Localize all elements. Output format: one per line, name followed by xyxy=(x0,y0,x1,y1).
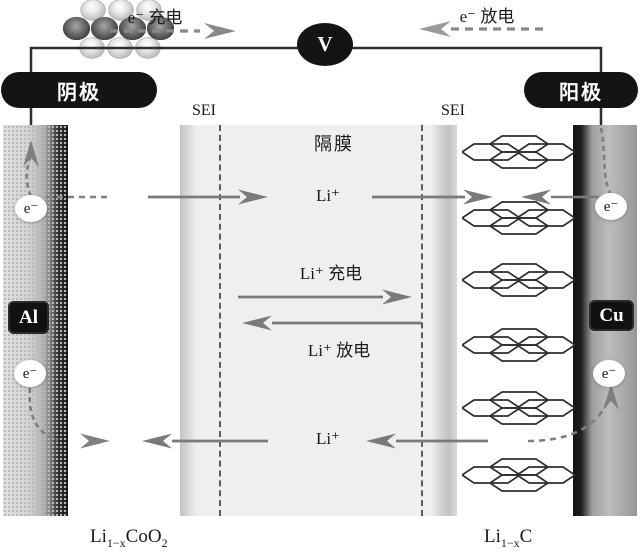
sei-label-right: SEI xyxy=(441,102,465,119)
charge-electron-arrowhead xyxy=(204,23,236,39)
li-ion-charge-label: Li⁺ 充电 xyxy=(299,264,363,283)
sei-boundary-dashed-line-left xyxy=(219,125,221,516)
cathode-terminal-pill: 阴极 xyxy=(1,72,157,108)
sei-boundary-dashed-line-right xyxy=(421,125,423,516)
electron-symbol: e⁻ xyxy=(15,195,47,222)
electron-into-cathode-arrowhead xyxy=(80,433,110,449)
graphite-sheet-cluster xyxy=(462,391,575,425)
separator-label: 隔膜 xyxy=(314,134,354,154)
sei-layer-right xyxy=(431,125,457,516)
voltmeter-label: V xyxy=(317,32,333,56)
electron-symbol: e⁻ xyxy=(14,360,46,387)
anode-material-formula: Li1−xC xyxy=(484,526,533,550)
cathode-material-formula: Li1−xCoO2 xyxy=(90,526,168,550)
charge-electron-flow-label: e⁻ 充电 xyxy=(127,8,183,27)
li-ion-discharge-label: Li⁺ 放电 xyxy=(307,341,371,360)
aluminum-label: Al xyxy=(19,306,38,328)
electron-symbol: e⁻ xyxy=(595,193,627,220)
li-ion-bottom-label: Li⁺ xyxy=(315,429,341,448)
graphite-sheet-cluster xyxy=(462,263,575,297)
sei-layer-left xyxy=(180,125,197,516)
voltmeter: V xyxy=(297,23,353,66)
copper-label: Cu xyxy=(599,304,624,326)
graphite-sheet-cluster xyxy=(462,135,575,169)
copper-collector-badge: Cu xyxy=(589,300,634,331)
discharge-electron-flow-label: e⁻ 放电 xyxy=(459,7,515,26)
graphite-sheet-cluster xyxy=(462,328,575,362)
li-ion-top-label: Li⁺ xyxy=(315,186,341,205)
separator-region xyxy=(180,125,457,516)
li-ion-bottom-arrowhead-left xyxy=(142,433,172,449)
graphite-sheet-cluster xyxy=(462,201,575,235)
aluminum-collector-badge: Al xyxy=(8,301,49,334)
sei-label-left: SEI xyxy=(192,102,216,119)
cathode-terminal-label: 阴极 xyxy=(57,81,101,104)
anode-terminal-label: 阳极 xyxy=(559,81,603,104)
graphite-sheet-cluster xyxy=(462,458,575,492)
anode-terminal-pill: 阳极 xyxy=(524,72,638,108)
electron-symbol: e⁻ xyxy=(593,360,625,387)
